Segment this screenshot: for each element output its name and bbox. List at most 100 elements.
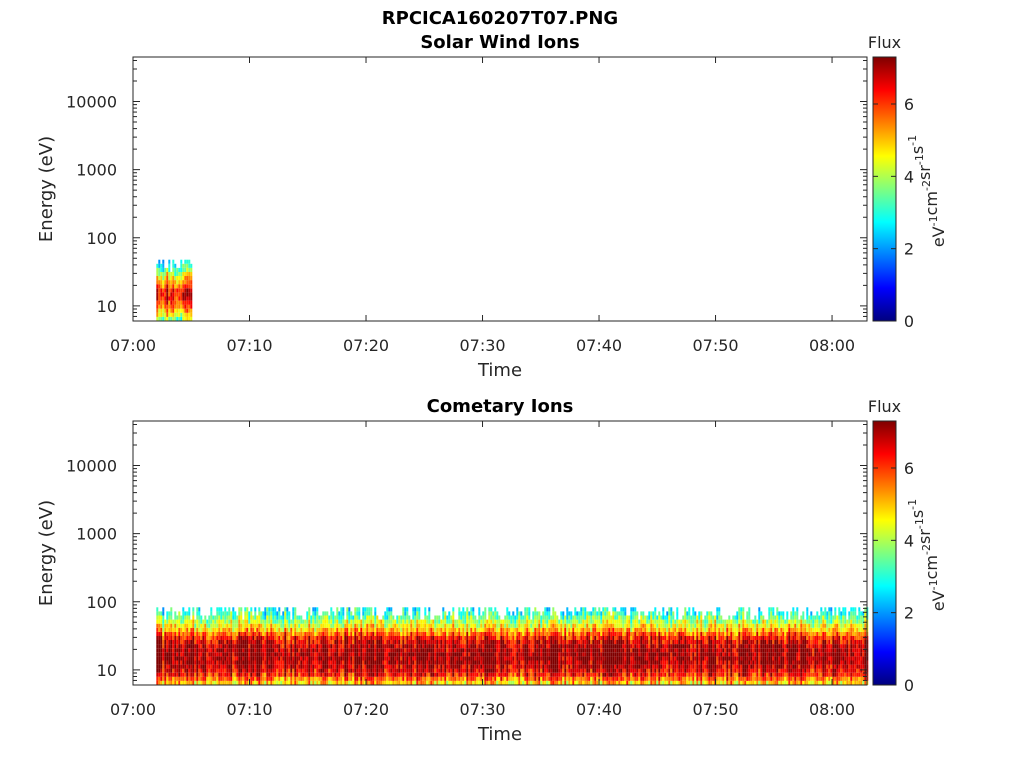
spectrogram-cell [354,615,357,620]
spectrogram-cell [412,611,415,616]
spectrogram-cell [170,623,173,628]
spectrogram-cell [384,652,387,657]
spectrogram-cell [556,648,559,653]
spectrogram-cell [530,668,533,673]
spectrogram-cell [616,668,619,673]
spectrogram-cell [554,619,557,624]
spectrogram-cell [206,648,209,653]
spectrogram-cell [606,631,609,636]
spectrogram-cell [480,680,483,685]
spectrogram-cell [504,672,507,677]
spectrogram-cell [264,680,267,685]
spectrogram-cell [422,631,425,636]
spectrogram-cell [510,619,513,624]
spectrogram-cell [236,644,239,649]
spectrogram-cell [304,623,307,628]
spectrogram-cell [406,648,409,653]
spectrogram-cell [460,611,463,616]
spectrogram-cell [280,672,283,677]
spectrogram-cell [158,280,161,285]
spectrogram-cell [164,648,167,653]
spectrogram-cell [420,631,423,636]
spectrogram-cell [646,648,649,653]
spectrogram-cell [482,644,485,649]
spectrogram-cell [406,615,409,620]
spectrogram-cell [544,656,547,661]
spectrogram-cell [210,680,213,685]
spectrogram-cell [420,660,423,665]
spectrogram-cell [534,623,537,628]
spectrogram-cell [642,611,645,616]
spectrogram-cell [434,615,437,620]
spectrogram-cell [620,648,623,653]
spectrogram-cell [566,676,569,681]
spectrogram-cell [408,660,411,665]
spectrogram-cell [400,631,403,636]
spectrogram-cell [474,652,477,657]
spectrogram-cell [526,611,529,616]
spectrogram-cell [614,611,617,616]
spectrogram-cell [162,607,165,612]
spectrogram-cell [622,680,625,685]
spectrogram-cell [294,623,297,628]
spectrogram-cell [266,668,269,673]
spectrogram-cell [636,680,639,685]
spectrogram-cell [460,652,463,657]
spectrogram-cell [536,619,539,624]
spectrogram-cell [236,652,239,657]
spectrogram-cell [516,680,519,685]
spectrogram-cell [468,672,471,677]
spectrogram-cell [596,680,599,685]
spectrogram-cell [354,611,357,616]
spectrogram-cell [482,680,485,685]
spectrogram-cell [348,615,351,620]
spectrogram-cell [308,623,311,628]
spectrogram-cell [468,656,471,661]
spectrogram-cell [508,676,511,681]
spectrogram-cell [170,611,173,616]
spectrogram-cell [624,660,627,665]
spectrogram-cell [242,664,245,669]
spectrogram-cell [506,635,509,640]
spectrogram-cell [594,627,597,632]
spectrogram-cell [284,676,287,681]
spectrogram-cell [328,652,331,657]
spectrogram-cell [264,664,267,669]
spectrogram-cell [412,644,415,649]
spectrogram-cell [630,611,633,616]
spectrogram-cell [624,640,627,645]
spectrogram-cell [228,644,231,649]
spectrogram-cell [570,668,573,673]
spectrogram-cell [606,615,609,620]
spectrogram-cell [358,635,361,640]
spectrogram-cell [588,664,591,669]
spectrogram-cell [496,623,499,628]
spectrogram-cell [348,672,351,677]
spectrogram-cell [620,611,623,616]
spectrogram-cell [244,676,247,681]
spectrogram-cell [614,672,617,677]
spectrogram-cell [634,644,637,649]
spectrogram-cell [244,607,247,612]
spectrogram-cell [594,635,597,640]
spectrogram-cell [208,619,211,624]
spectrogram-cell [352,680,355,685]
spectrogram-cell [182,680,185,685]
spectrogram-cell [616,615,619,620]
spectrogram-cell [240,607,243,612]
spectrogram-cell [198,623,201,628]
spectrogram-cell [212,635,215,640]
spectrogram-cell [296,631,299,636]
spectrogram-cell [640,615,643,620]
spectrogram-cell [302,676,305,681]
spectrogram-cell [162,664,165,669]
spectrogram-cell [166,680,169,685]
spectrogram-cell [328,627,331,632]
spectrogram-cell [472,660,475,665]
spectrogram-cell [378,644,381,649]
spectrogram-cell [228,660,231,665]
spectrogram-cell [430,664,433,669]
spectrogram-cell [298,631,301,636]
spectrogram-cell [270,652,273,657]
spectrogram-cell [588,676,591,681]
